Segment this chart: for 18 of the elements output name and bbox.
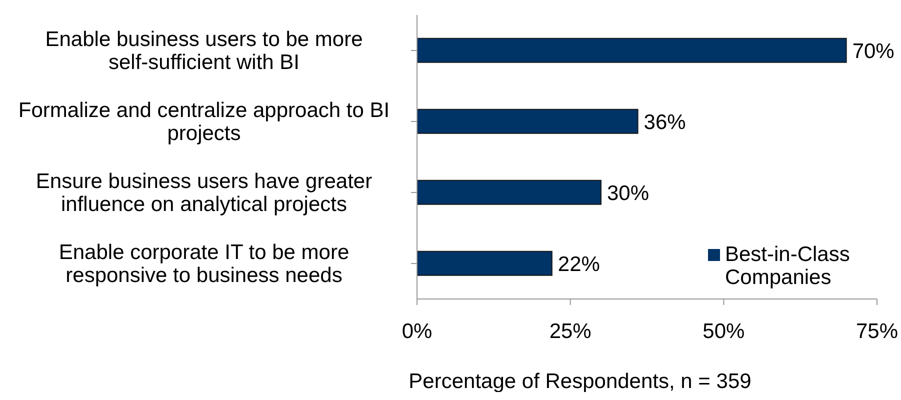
legend-label: Best-in-Class Companies [725, 243, 851, 289]
y-tick-label: Formalize and centralize approach to BI projects [18, 98, 390, 144]
bar [417, 38, 847, 63]
x-tick-label: 25% [549, 320, 592, 343]
y-tick-label: Enable business users to be more self-sufficient with BI [45, 28, 363, 74]
data-label: 36% [644, 110, 686, 134]
y-tick-label: Ensure business users have greater influence on analytical projects [36, 170, 372, 216]
x-tick-label: 0% [402, 320, 432, 343]
x-tick-label: 50% [702, 320, 745, 343]
data-label: 70% [852, 40, 894, 63]
bar [417, 180, 602, 205]
bar [417, 108, 638, 134]
data-label: 30% [607, 182, 650, 205]
data-label: 22% [558, 252, 600, 276]
x-axis-title: Percentage of Respondents, n = 359 [408, 370, 752, 393]
x-tick-label: 75% [856, 320, 898, 343]
bar [417, 250, 552, 276]
y-tick-label: Enable corporate IT to be more responsive to business needs [58, 240, 350, 286]
